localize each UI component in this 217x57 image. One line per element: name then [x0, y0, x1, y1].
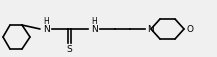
Text: N: N	[91, 25, 97, 34]
Text: H: H	[91, 17, 97, 26]
Text: S: S	[67, 45, 72, 54]
Text: N: N	[43, 25, 49, 34]
Text: O: O	[186, 25, 194, 34]
Text: N: N	[148, 25, 154, 34]
Text: H: H	[43, 17, 49, 26]
